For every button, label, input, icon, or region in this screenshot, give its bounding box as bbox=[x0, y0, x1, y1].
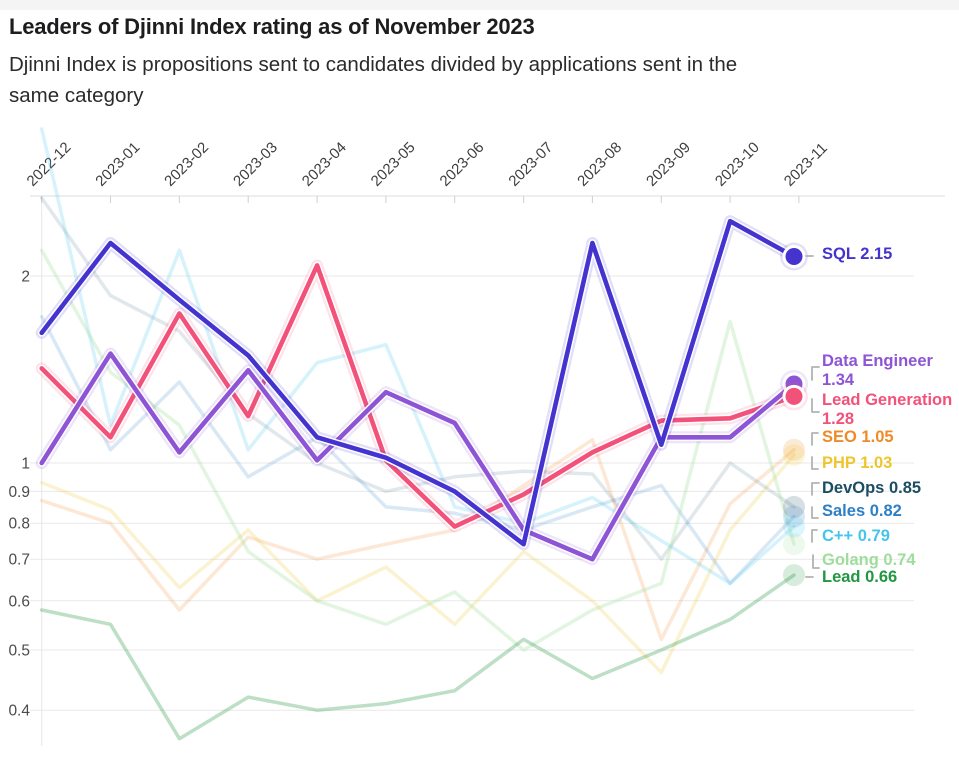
legend-connector-c bbox=[811, 529, 818, 543]
series-line-lead bbox=[39, 573, 796, 741]
legend-connector-lead-generation bbox=[811, 398, 820, 413]
series-line-lead-generation bbox=[39, 263, 797, 529]
x-tick-label-2023-04: 2023-04 bbox=[299, 139, 350, 190]
y-tick-label-0.8: 0.8 bbox=[8, 516, 30, 533]
x-tick-label-2023-09: 2023-09 bbox=[643, 139, 694, 190]
y-tick-label-1: 1 bbox=[21, 456, 30, 473]
x-tick-label-2023-08: 2023-08 bbox=[574, 139, 625, 190]
legend-connector-php bbox=[811, 456, 819, 470]
y-tick-label-0.6: 0.6 bbox=[8, 593, 30, 610]
y-tick-label-0.4: 0.4 bbox=[8, 703, 30, 720]
legend-connector-golang bbox=[812, 554, 820, 569]
legend-connector-sales bbox=[811, 506, 819, 519]
series-endpoint-lead bbox=[783, 564, 805, 587]
series-line-devops bbox=[39, 196, 796, 561]
series-endpoint-devops bbox=[783, 495, 805, 518]
series-line-sql bbox=[39, 218, 797, 547]
top-band bbox=[0, 0, 959, 10]
legend-connector-devops bbox=[811, 482, 820, 496]
x-tick-label-2023-02: 2023-02 bbox=[161, 139, 212, 190]
y-tick-label-0.5: 0.5 bbox=[8, 643, 30, 660]
series-endpoint-sql bbox=[785, 248, 803, 265]
x-tick-label-2023-01: 2023-01 bbox=[92, 139, 143, 190]
chart-header: Leaders of Djinni Index rating as of Nov… bbox=[9, 14, 954, 111]
y-tick-label-2: 2 bbox=[21, 269, 30, 286]
subtitle-line-2: same category bbox=[9, 84, 144, 107]
series-endpoint-lead-generation bbox=[785, 387, 803, 405]
series-endpoint-sales bbox=[783, 505, 805, 528]
series-line-sales bbox=[39, 314, 796, 586]
legend-connector-seo bbox=[811, 432, 819, 446]
series-endpoint-seo bbox=[783, 438, 805, 461]
page-subtitle: Djinni Index is propositions sent to can… bbox=[9, 49, 954, 111]
series-line-golang bbox=[39, 248, 796, 652]
series-line-seo bbox=[39, 437, 796, 642]
x-tick-label-2023-11: 2023-11 bbox=[781, 140, 831, 190]
x-tick-label-2023-10: 2023-10 bbox=[712, 139, 763, 190]
series-endpoint-php bbox=[783, 444, 805, 466]
page-title: Leaders of Djinni Index rating as of Nov… bbox=[9, 14, 535, 39]
y-tick-label-0.7: 0.7 bbox=[8, 552, 30, 569]
subtitle-line-1: Djinni Index is propositions sent to can… bbox=[9, 53, 738, 76]
x-tick-label-2023-03: 2023-03 bbox=[230, 139, 281, 190]
x-tick-label-2023-06: 2023-06 bbox=[437, 139, 488, 190]
series-line-c bbox=[39, 127, 796, 586]
series-line-data-engineer bbox=[39, 351, 797, 562]
legend-connector-data-engineer bbox=[811, 366, 820, 381]
series-line-php bbox=[39, 453, 796, 675]
x-tick-label-2023-07: 2023-07 bbox=[505, 139, 556, 190]
series-endpoint-c bbox=[783, 515, 805, 538]
y-tick-label-0.9: 0.9 bbox=[8, 484, 30, 501]
series-endpoint-golang bbox=[783, 533, 805, 556]
x-tick-label-2023-05: 2023-05 bbox=[368, 139, 419, 190]
